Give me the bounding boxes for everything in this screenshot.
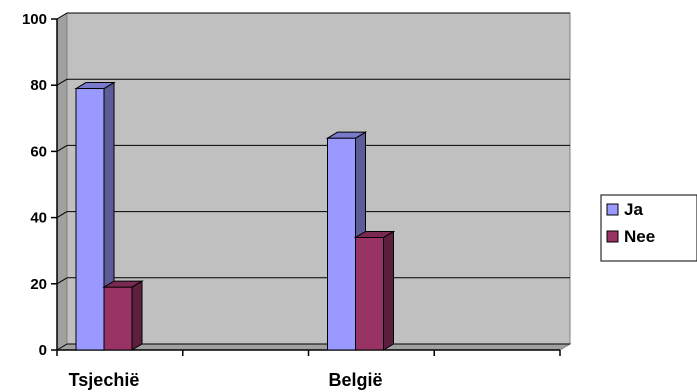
- bar-front: [103, 286, 133, 351]
- x-axis-labels: Tsjechië België: [69, 370, 383, 390]
- y-tick-label: 0: [39, 342, 47, 359]
- back-wall: [66, 12, 571, 345]
- y-tick-label: 100: [22, 11, 47, 28]
- y-tick-label: 60: [30, 143, 47, 160]
- gridline-side: [56, 211, 68, 219]
- bar: [74, 81, 116, 351]
- gridline-side: [56, 12, 68, 20]
- legend-label: Nee: [624, 227, 655, 246]
- gridline-side: [56, 144, 68, 152]
- y-tick-label: 80: [30, 77, 47, 94]
- bar-side: [131, 280, 143, 351]
- gridline-side: [56, 277, 68, 285]
- plot-walls: [55, 12, 572, 351]
- bar-side: [383, 230, 394, 351]
- gridline-side: [56, 78, 68, 86]
- axes: [51, 18, 561, 356]
- x-category-label: België: [328, 370, 382, 390]
- bar-front: [75, 88, 105, 351]
- bar: [102, 280, 144, 351]
- bar-top: [102, 280, 144, 288]
- legend-swatch: [606, 230, 619, 243]
- y-tick-label: 40: [30, 210, 47, 227]
- bars: [74, 81, 396, 351]
- legend: Ja Nee: [600, 194, 697, 262]
- gridlines: [56, 12, 570, 351]
- bar-top: [353, 230, 396, 238]
- side-wall: [56, 12, 68, 351]
- bar-top: [325, 131, 368, 139]
- y-tick-label: 20: [30, 276, 47, 293]
- legend-label: Ja: [624, 200, 643, 219]
- x-category-label: Tsjechië: [69, 370, 140, 390]
- bar-front: [355, 236, 384, 351]
- gridline-side: [56, 343, 68, 351]
- y-axis-ticks: 0 20 40 60 80 100: [22, 11, 47, 359]
- bar-top: [74, 82, 116, 90]
- legend-swatch: [606, 203, 619, 216]
- bar-front: [327, 137, 356, 351]
- bar: [353, 230, 396, 351]
